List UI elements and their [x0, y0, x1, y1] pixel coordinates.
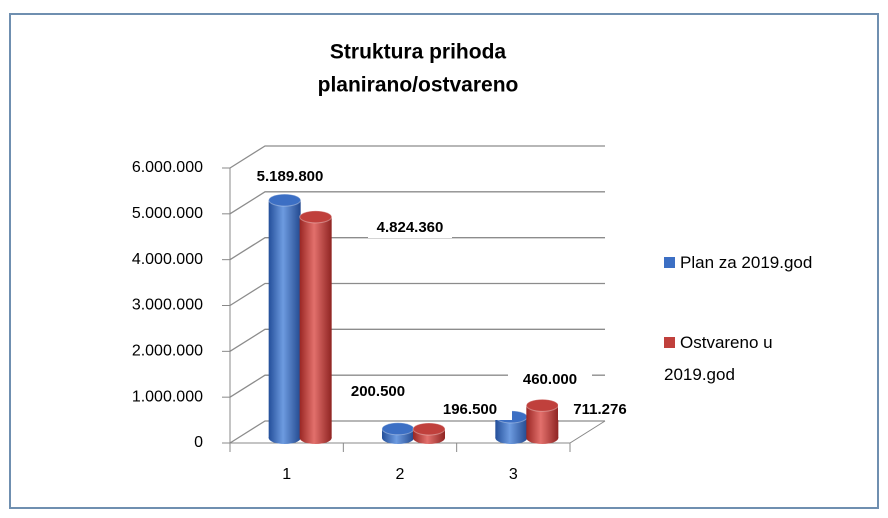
bar-top	[525, 398, 559, 412]
label-bg	[368, 218, 452, 238]
label-bg	[558, 400, 642, 420]
y-tick-label: 2.000.000	[132, 343, 203, 360]
data-label: 711.276	[573, 401, 626, 418]
label-bg	[508, 370, 592, 390]
y-tick-label: 1.000.000	[132, 388, 203, 405]
grid-line	[229, 374, 605, 398]
legend-item: Ostvareno u 2019.god	[664, 327, 824, 391]
bar-top	[268, 193, 302, 207]
y-tick-label: 3.000.000	[132, 297, 203, 314]
x-tick-label: 3	[509, 466, 518, 483]
data-label: 4.824.360	[377, 219, 444, 236]
label-bg	[428, 400, 512, 420]
y-tick-label: 6.000.000	[132, 159, 203, 176]
bar-top	[299, 210, 333, 224]
legend-label: Ostvareno u 2019.god	[664, 333, 773, 384]
y-tick-label: 4.000.000	[132, 251, 203, 268]
grid-line	[229, 282, 605, 307]
data-label: 196.500	[443, 401, 497, 418]
label-bg	[336, 382, 420, 402]
x-tick-label: 1	[282, 466, 291, 483]
grid-line	[229, 191, 605, 215]
grid-line	[229, 420, 605, 444]
chart-title: planirano/ostvareno	[318, 74, 519, 97]
frame	[9, 13, 879, 509]
grid-line	[229, 145, 605, 169]
data-label: 200.500	[351, 383, 405, 400]
legend-swatch	[664, 337, 675, 348]
legend-label: Plan za 2019.god	[680, 253, 813, 272]
grid-line	[229, 237, 605, 261]
y-tick-label: 0	[194, 434, 203, 451]
y-tick-label: 5.000.000	[132, 205, 203, 222]
data-label: 460.000	[523, 371, 577, 388]
bar-top	[381, 422, 415, 436]
x-tick-label: 2	[396, 466, 405, 483]
chart-title: Struktura prihoda	[330, 41, 507, 64]
legend-item: Plan za 2019.god	[664, 247, 824, 279]
data-label: 5.189.800	[257, 168, 324, 185]
bar	[268, 200, 301, 438]
bar-top	[412, 422, 446, 436]
label-bg	[248, 167, 332, 187]
bar	[299, 216, 332, 438]
bar	[495, 416, 528, 438]
grid-line	[229, 328, 605, 352]
legend-swatch	[664, 257, 675, 268]
